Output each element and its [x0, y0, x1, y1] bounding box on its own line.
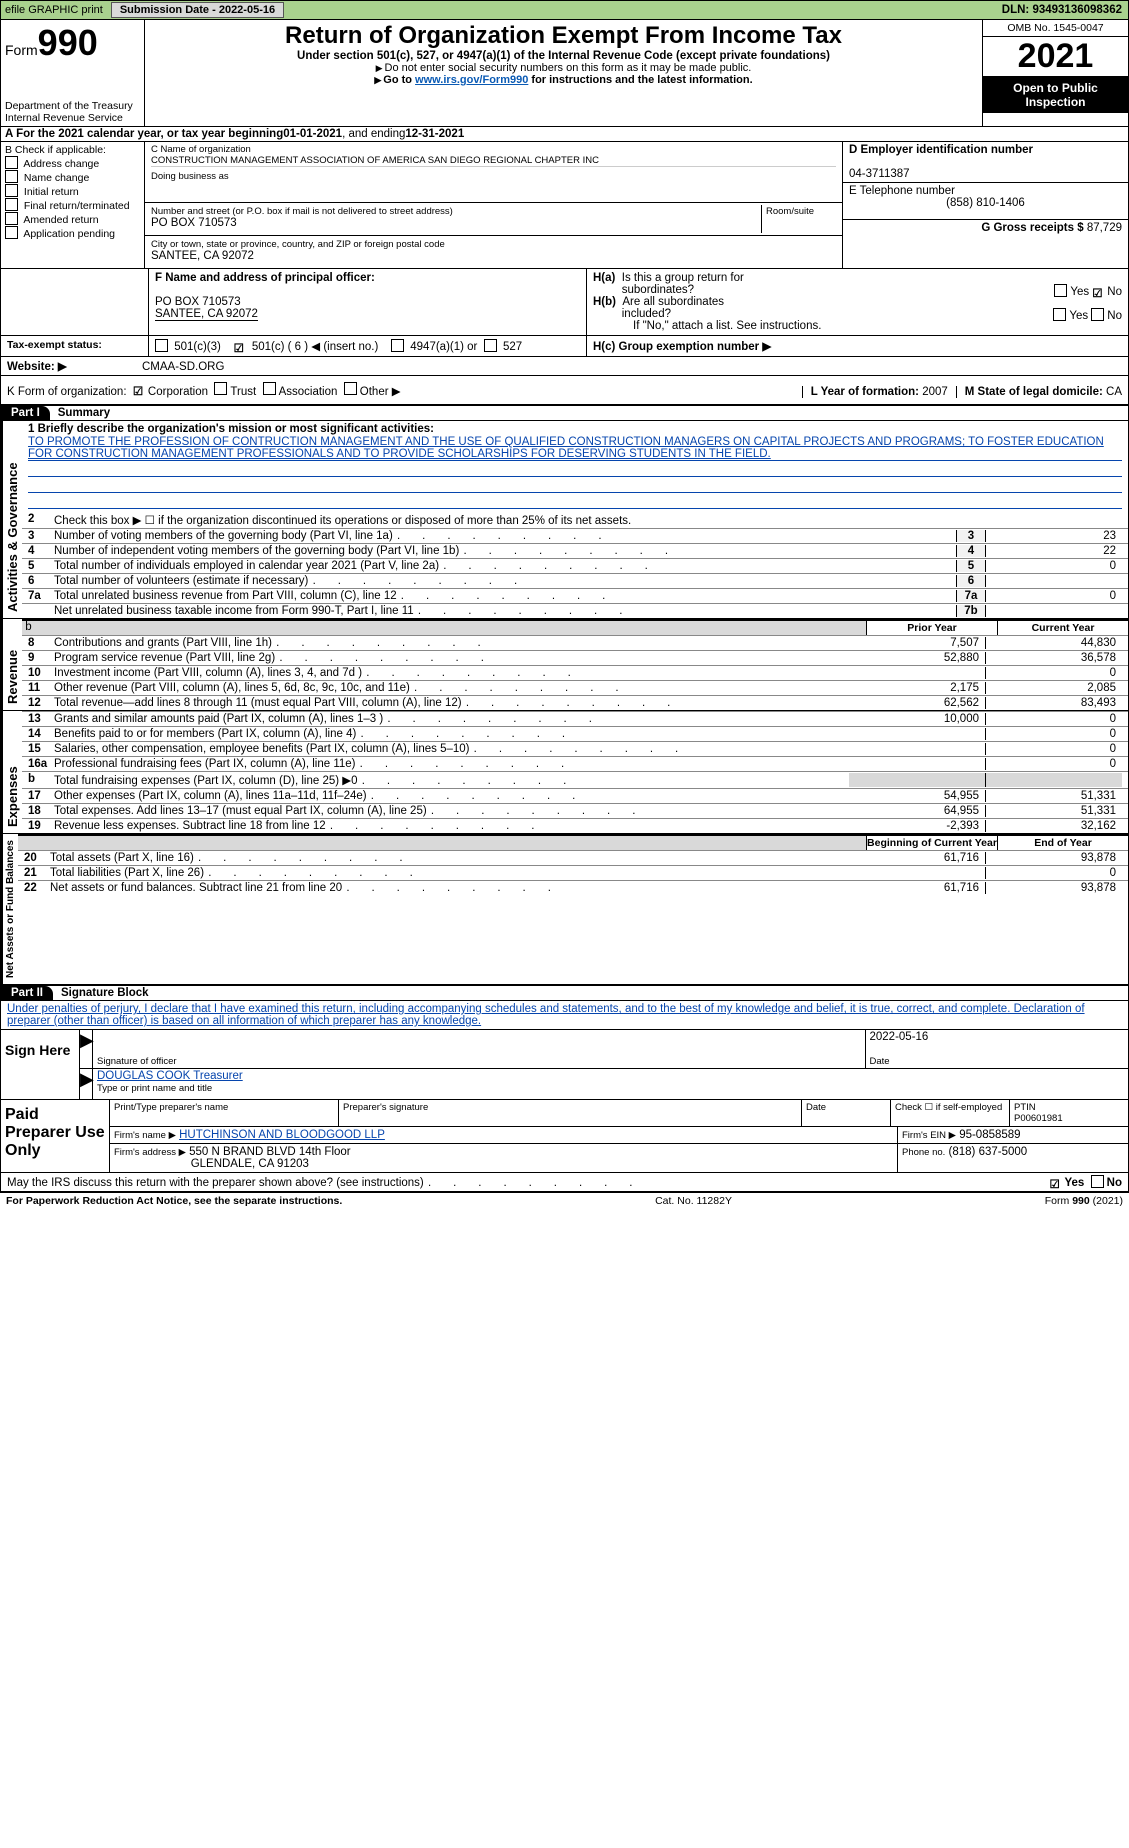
paid-preparer-block: Paid Preparer Use Only Print/Type prepar…: [0, 1100, 1129, 1173]
sig-arrow-icon: ▶: [80, 1069, 93, 1099]
e-phone-label: E Telephone number: [849, 185, 955, 197]
form-word: Form: [5, 42, 38, 58]
c-name-label: C Name of organization: [151, 144, 251, 155]
sig-arrow-icon: ▶: [80, 1030, 93, 1068]
discuss-no-checkbox[interactable]: [1091, 1175, 1104, 1188]
year-formation: 2007: [922, 386, 948, 398]
phone-value: (858) 810-1406: [946, 197, 1025, 209]
cat-no: Cat. No. 11282Y: [655, 1195, 732, 1207]
firm-addr2: GLENDALE, CA 91203: [191, 1158, 309, 1170]
city-label: City or town, state or province, country…: [151, 239, 445, 250]
dba-label: Doing business as: [151, 171, 229, 182]
prior-year-header: Prior Year: [866, 621, 997, 635]
form-number: 990: [38, 22, 98, 63]
efile-top-bar: efile GRAPHIC print Submission Date - 20…: [0, 0, 1129, 20]
hb-no-checkbox[interactable]: [1091, 308, 1104, 321]
b-opt-checkbox[interactable]: [5, 212, 18, 225]
mission-lead: 1 Briefly describe the organization's mi…: [28, 423, 434, 435]
ptin-value: P00601981: [1014, 1113, 1063, 1124]
i-527-checkbox[interactable]: [484, 339, 497, 352]
tax-year: 2021: [983, 37, 1128, 77]
state-domicile: CA: [1106, 386, 1122, 398]
paperwork-notice: For Paperwork Reduction Act Notice, see …: [6, 1195, 342, 1207]
i-4947-checkbox[interactable]: [391, 339, 404, 352]
form-subtitle: Under section 501(c), 527, or 4947(a)(1)…: [151, 50, 976, 62]
f-officer-label: F Name and address of principal officer:: [155, 272, 375, 284]
ha-yes-checkbox[interactable]: [1054, 284, 1067, 297]
vtab-governance: Activities & Governance: [1, 421, 22, 618]
website-value: CMAA-SD.ORG: [142, 361, 224, 373]
officer-addr2: SANTEE, CA 92072: [155, 308, 258, 321]
hb-yes-checkbox[interactable]: [1053, 308, 1066, 321]
b-opt-checkbox[interactable]: [5, 198, 18, 211]
i-501c3-checkbox[interactable]: [155, 339, 168, 352]
room-label: Room/suite: [766, 206, 814, 217]
i-label: Tax-exempt status:: [7, 339, 102, 351]
firm-ein: 95-0858589: [959, 1129, 1020, 1141]
instr-ssn: Do not enter social security numbers on …: [151, 62, 976, 74]
street-label: Number and street (or P.O. box if mail i…: [151, 206, 453, 217]
omb-number: OMB No. 1545-0047: [983, 20, 1128, 37]
signature-block: Sign Here ▶ Signature of officer 2022-05…: [0, 1030, 1129, 1100]
b-opt-checkbox[interactable]: [5, 170, 18, 183]
submission-date-button[interactable]: Submission Date - 2022-05-16: [111, 2, 284, 18]
end-year-header: End of Year: [997, 836, 1128, 850]
k-trust-checkbox[interactable]: [214, 382, 227, 395]
hb-ifno: If "No," attach a list. See instructions…: [593, 320, 1122, 332]
officer-name[interactable]: DOUGLAS COOK Treasurer: [97, 1070, 243, 1082]
street-value: PO BOX 710573: [151, 217, 237, 229]
vtab-revenue: Revenue: [1, 619, 22, 710]
begin-year-header: Beginning of Current Year: [866, 836, 997, 850]
discuss-question: May the IRS discuss this return with the…: [7, 1177, 634, 1189]
irs-link[interactable]: www.irs.gov/Form990: [415, 74, 528, 86]
penalty-declaration[interactable]: Under penalties of perjury, I declare th…: [7, 1003, 1085, 1027]
dln-label: DLN: 93493136098362: [1002, 4, 1128, 16]
dept-label: Department of the Treasury Internal Reve…: [5, 100, 140, 124]
part2-header: Part II Signature Block: [0, 985, 1129, 1001]
mission-text[interactable]: TO PROMOTE THE PROFESSION OF CONTRUCTION…: [28, 436, 1122, 461]
discuss-yes-checkbox[interactable]: ☑: [1049, 1177, 1061, 1189]
k-corp-checkbox[interactable]: ☑: [133, 384, 145, 396]
section-b-label: B Check if applicable:: [5, 144, 106, 156]
current-year-header: Current Year: [997, 621, 1128, 635]
vtab-net-assets: Net Assets or Fund Balances: [1, 834, 18, 984]
j-website-label: Website: ▶: [7, 359, 142, 373]
k-label: K Form of organization:: [7, 386, 127, 398]
form-header: Form990 Department of the Treasury Inter…: [0, 20, 1129, 127]
firm-name[interactable]: HUTCHINSON AND BLOODGOOD LLP: [179, 1129, 385, 1141]
i-501c-checkbox[interactable]: ☑: [234, 341, 246, 353]
firm-phone: (818) 637-5000: [949, 1146, 1028, 1158]
officer-group-block: F Name and address of principal officer:…: [0, 269, 1129, 336]
b-opt-checkbox[interactable]: [5, 184, 18, 197]
k-other-checkbox[interactable]: [344, 382, 357, 395]
org-info-block: B Check if applicable: Address change Na…: [0, 142, 1129, 269]
ha-label: H(a): [593, 272, 615, 284]
org-name: CONSTRUCTION MANAGEMENT ASSOCIATION OF A…: [151, 155, 599, 166]
open-to-public: Open to Public Inspection: [983, 77, 1128, 113]
hc-label: H(c) Group exemption number ▶: [593, 341, 771, 353]
form-title: Return of Organization Exempt From Incom…: [151, 22, 976, 50]
hb-label: H(b): [593, 296, 616, 308]
ein-value: 04-3711387: [849, 168, 910, 180]
part1-header: Part I Summary: [0, 405, 1129, 421]
firm-addr1: 550 N BRAND BLVD 14th Floor: [189, 1146, 351, 1158]
officer-addr1: PO BOX 710573: [155, 296, 241, 308]
form-footer: Form 990 (2021): [1045, 1195, 1123, 1207]
sign-date: 2022-05-16: [870, 1031, 929, 1043]
b-opt-checkbox[interactable]: [5, 156, 18, 169]
efile-label: efile GRAPHIC print: [1, 4, 107, 16]
vtab-expenses: Expenses: [1, 711, 22, 833]
ha-no-checkbox[interactable]: ☑: [1092, 286, 1104, 298]
city-value: SANTEE, CA 92072: [151, 250, 254, 262]
row-a-tax-year: A For the 2021 calendar year, or tax yea…: [0, 127, 1129, 142]
gross-receipts-value: 87,729: [1087, 222, 1122, 234]
b-opt-checkbox[interactable]: [5, 226, 18, 239]
k-assoc-checkbox[interactable]: [263, 382, 276, 395]
g-gross-label: G Gross receipts $: [981, 222, 1083, 234]
d-ein-label: D Employer identification number: [849, 144, 1033, 156]
